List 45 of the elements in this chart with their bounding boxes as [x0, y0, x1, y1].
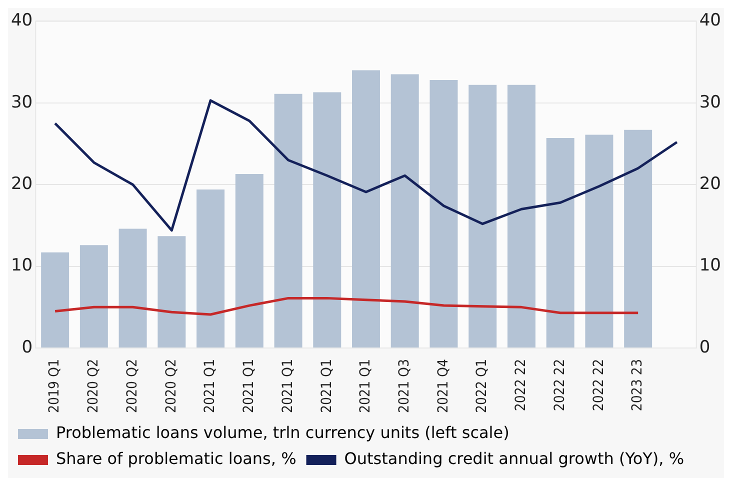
x-tick-label: 2021 Q3 [396, 359, 413, 414]
bar [352, 70, 380, 348]
y-tick-label: 0 [22, 337, 33, 358]
y-tick-label: 10 [10, 256, 33, 276]
bar [196, 190, 225, 348]
bar [507, 84, 536, 348]
bar [390, 74, 419, 348]
bar [624, 130, 652, 348]
bar [118, 228, 147, 348]
x-tick-label: 2020 Q2 [124, 359, 140, 414]
legend-label: Outstanding credit annual growth (YoY), % [344, 449, 684, 468]
y-tick-label: 40 [10, 10, 33, 31]
y2-tick-label: 20 [699, 174, 722, 194]
bar [585, 134, 614, 348]
bar [158, 236, 186, 348]
x-tick-label: 2021 Q4 [435, 359, 452, 414]
bar [80, 245, 108, 348]
x-tick-label: 2022 Q1 [474, 359, 490, 414]
x-tick-label: 2021 Q1 [202, 359, 218, 414]
y2-tick-label: 0 [699, 337, 710, 358]
bar [546, 138, 574, 348]
x-tick-label: 2023 23 [630, 359, 646, 412]
x-tick-label: 2021 Q1 [358, 359, 374, 414]
x-tick-label: 2022 22 [552, 359, 568, 412]
bar [468, 84, 497, 348]
y2-tick-label: 30 [699, 92, 722, 112]
y2-tick-label: 40 [699, 10, 722, 31]
x-tick-label: 2020 Q2 [86, 359, 102, 414]
x-tick-label: 2019 Q1 [46, 359, 63, 414]
x-tick-label: 2021 Q1 [241, 359, 258, 414]
bar [41, 252, 70, 348]
legend-label: Share of problematic loans, % [56, 449, 296, 468]
x-tick-label: 2021 Q1 [318, 359, 335, 414]
y2-tick-label: 10 [699, 256, 722, 276]
y-tick-label: 30 [10, 92, 33, 112]
legend-label: Problematic loans volume, trln currency units (left scale) [56, 423, 510, 442]
y-tick-label: 20 [10, 174, 33, 194]
bar [430, 80, 458, 348]
bar [274, 94, 302, 348]
x-tick-label: 2021 Q1 [280, 359, 296, 414]
x-tick-label: 2022 22 [513, 359, 530, 412]
bar [235, 174, 264, 348]
x-tick-label: 2020 Q2 [163, 359, 180, 414]
x-tick-label: 2022 22 [590, 359, 607, 412]
bar [313, 92, 342, 348]
